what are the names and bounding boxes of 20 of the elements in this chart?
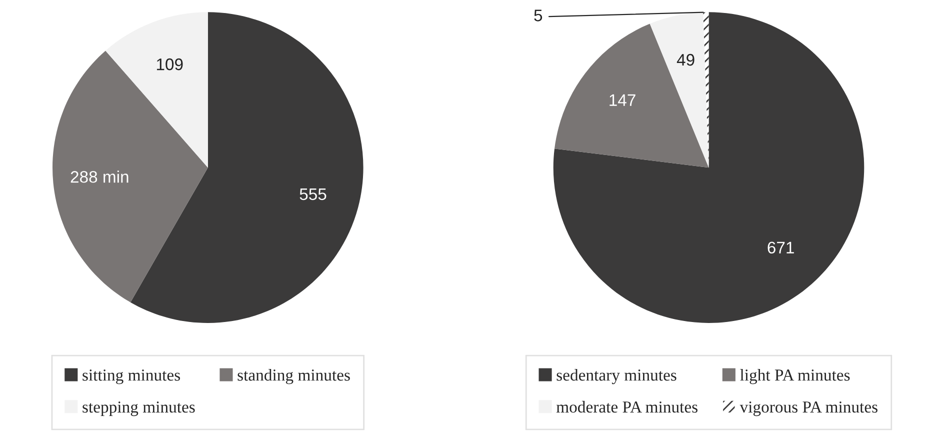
pie-slice <box>650 12 709 168</box>
legend-label: standing minutes <box>238 368 350 384</box>
data-label: 109 <box>156 58 183 70</box>
legend-label: stepping minutes <box>82 401 195 416</box>
pie-slice <box>106 12 208 168</box>
data-label: 5 <box>534 10 542 22</box>
pie-slice <box>554 24 709 168</box>
legend-label: sitting minutes <box>82 370 180 384</box>
pie-slice <box>52 50 208 302</box>
legend-label: sedentary minutes <box>556 368 676 384</box>
pie-slice <box>130 12 364 323</box>
pie-slice <box>553 12 864 323</box>
data-label: 288 min <box>70 170 128 183</box>
legend-label: light PA minutes <box>740 368 850 384</box>
data-label: 555 <box>300 188 326 200</box>
legend-label: moderate PA minutes <box>556 400 698 413</box>
data-label: 49 <box>676 54 694 66</box>
data-label: 147 <box>610 94 636 106</box>
legend-label: vigorous PA minutes <box>740 401 878 416</box>
data-label: 671 <box>768 242 794 254</box>
